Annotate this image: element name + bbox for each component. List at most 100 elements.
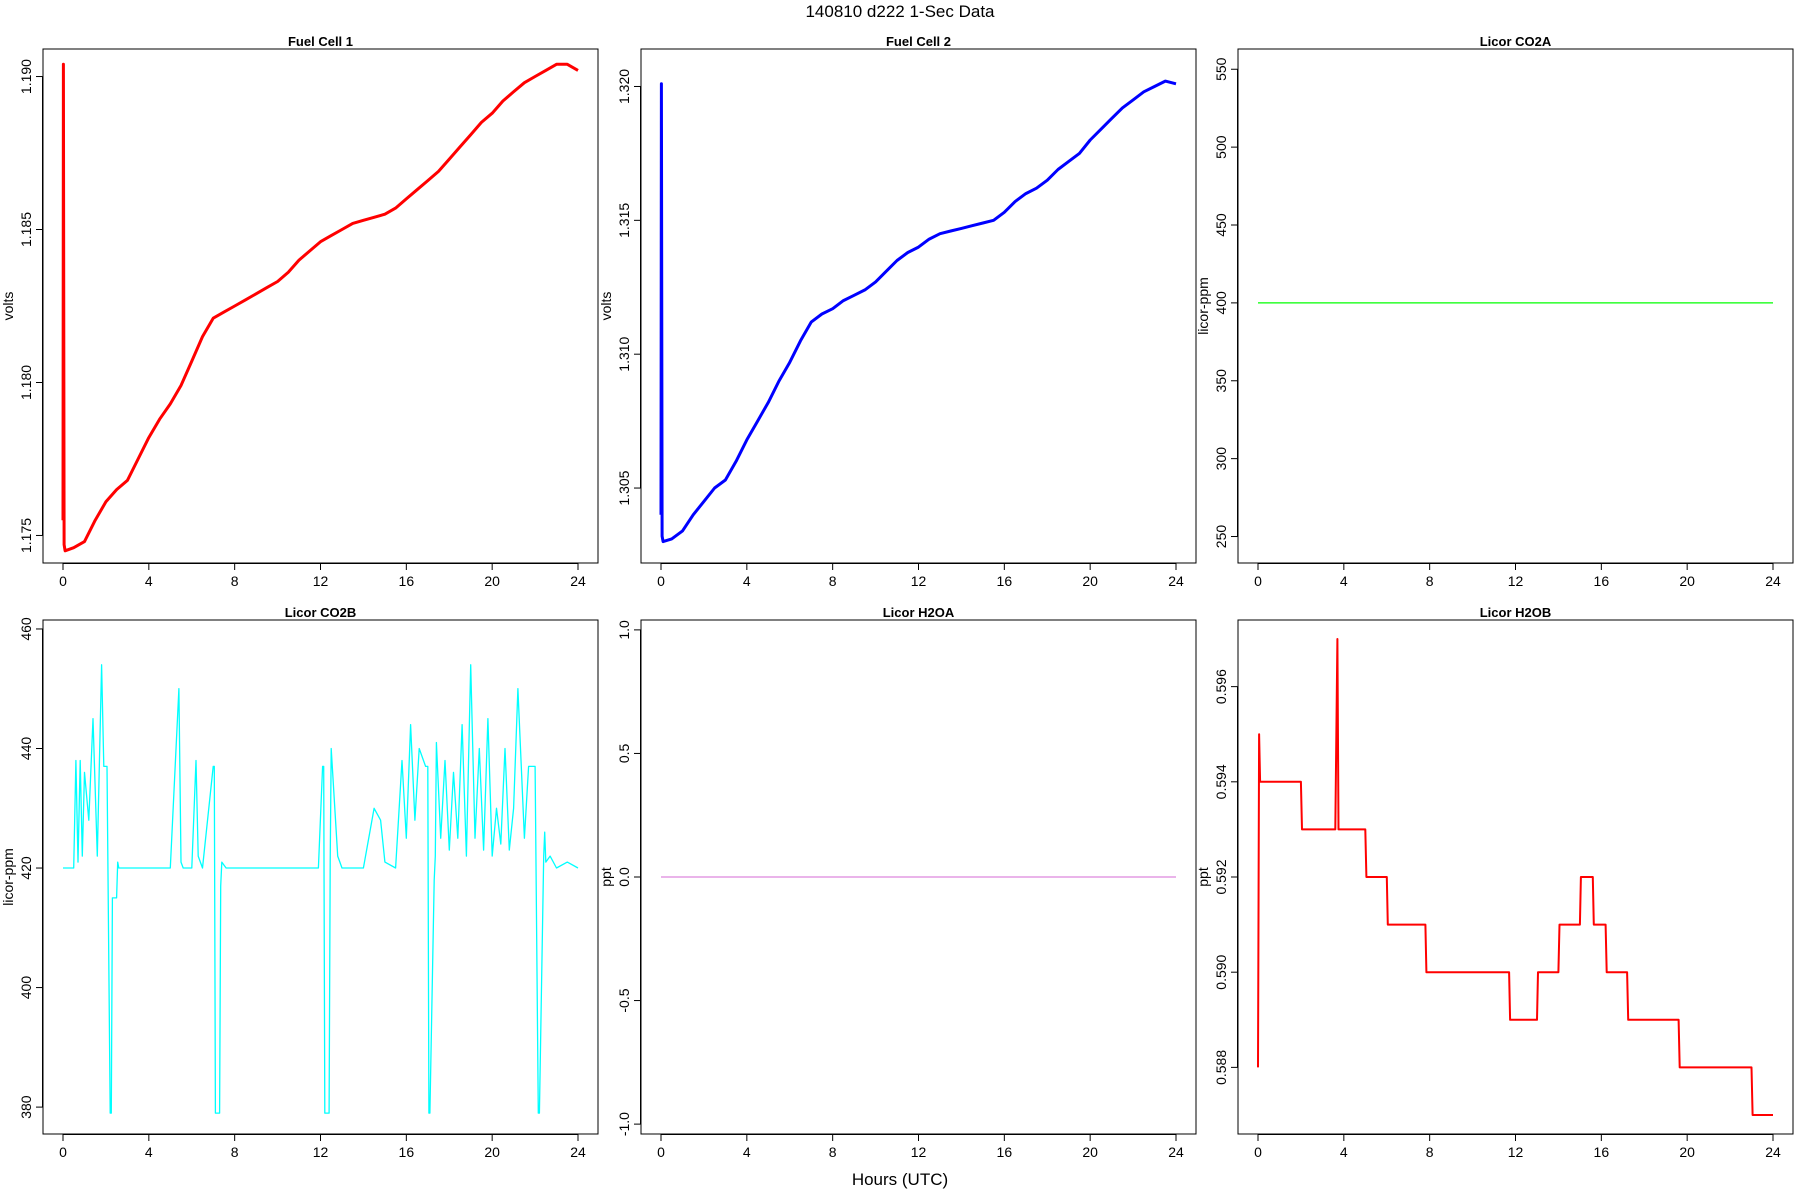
data-point [513,91,514,92]
data-point [374,217,375,218]
data-point [63,64,64,65]
page-title: 140810 d222 1-Sec Data [805,2,995,21]
data-point [1301,829,1302,830]
chart-title: Licor CO2A [1480,34,1552,49]
series-line [63,664,579,1114]
series-line [61,62,579,553]
data-point [427,766,428,767]
data-point [148,437,149,438]
data-point [337,856,338,857]
data-point [703,501,704,502]
plot-frame [42,619,599,1135]
y-tick-label: 1.185 [18,212,34,247]
data-point [1426,972,1427,973]
data-point [127,867,128,868]
data-point [896,260,897,261]
data-point [961,228,962,229]
data-point [556,867,557,868]
chart-panel-6: Licor H2OB 0 4 8 12 16 20 24 0.588 0.590 0.592 0.59… [1195,605,1794,1160]
data-point [178,688,179,689]
x-tick-label: 0 [1254,573,1262,589]
data-point [449,850,450,851]
data-point [170,867,171,868]
data-point [550,856,551,857]
data-point [323,766,324,767]
x-tick-label: 12 [911,573,927,589]
plot-frame [42,48,599,564]
data-point [972,225,973,226]
data-point [256,867,257,868]
data-point [180,385,181,386]
data-point [1751,1067,1752,1068]
data-point [843,300,844,301]
data-point [1579,924,1580,925]
data-point [105,766,106,767]
data-point [854,295,855,296]
data-point [127,480,128,481]
data-point [1678,1019,1679,1020]
data-point [440,838,441,839]
data-point [487,718,488,719]
data-point [309,250,310,251]
y-tick-label: 400 [18,976,34,1000]
data-point [92,718,93,719]
data-point [435,856,436,857]
y-tick-label: 1.305 [616,470,632,505]
data-point [62,520,63,521]
x-tick-label: 20 [484,573,500,589]
x-tick-label: 24 [570,573,586,589]
chart-title: Licor H2OA [883,605,955,620]
data-point [929,239,930,240]
data-point [73,547,74,548]
x-tick-label: 24 [1168,573,1184,589]
x-tick-label: 16 [997,573,1013,589]
data-point [1133,99,1134,100]
data-point [1408,924,1409,925]
data-point [1090,139,1091,140]
y-axis-label: licor-ppm [0,848,16,906]
y-tick-label: 1.0 [616,620,632,640]
data-point [220,885,221,886]
x-tick-label: 0 [59,1144,67,1160]
data-point [324,1113,325,1114]
data-point [1175,83,1176,84]
data-point [380,820,381,821]
y-tick-label: 250 [1213,525,1229,549]
chart-panel-2: Fuel Cell 2 0 4 8 12 16 20 24 1.305 1.310 1.315 1.3… [598,34,1197,589]
y-tick-label: 300 [1213,447,1229,471]
x-tick-label: 24 [570,1144,586,1160]
data-point [213,318,214,319]
data-point [64,544,65,545]
data-point [513,808,514,809]
data-point [470,664,471,665]
y-tick-label: 450 [1213,213,1229,237]
data-point [256,293,257,294]
data-point [219,1113,220,1114]
data-point [245,867,246,868]
y-tick-label: 1.315 [616,203,632,238]
data-point [982,222,983,223]
data-point [1025,193,1026,194]
data-point [1354,829,1355,830]
data-point [214,766,215,767]
x-tick-label: 12 [1508,1144,1524,1160]
data-point [1509,972,1510,973]
data-point [75,760,76,761]
data-point [395,208,396,209]
data-point [1143,91,1144,92]
data-point [1004,212,1005,213]
chart-title: Licor H2OB [1480,605,1552,620]
data-point [103,766,104,767]
data-point [1627,972,1628,973]
y-tick-label: 0.590 [1213,954,1229,989]
data-point [245,299,246,300]
data-point [425,766,426,767]
data-point [298,867,299,868]
data-point [502,100,503,101]
data-point [111,1113,112,1114]
data-point [191,361,192,362]
data-point [500,844,501,845]
x-tick-label: 8 [231,1144,239,1160]
data-point [462,724,463,725]
data-point [266,287,267,288]
